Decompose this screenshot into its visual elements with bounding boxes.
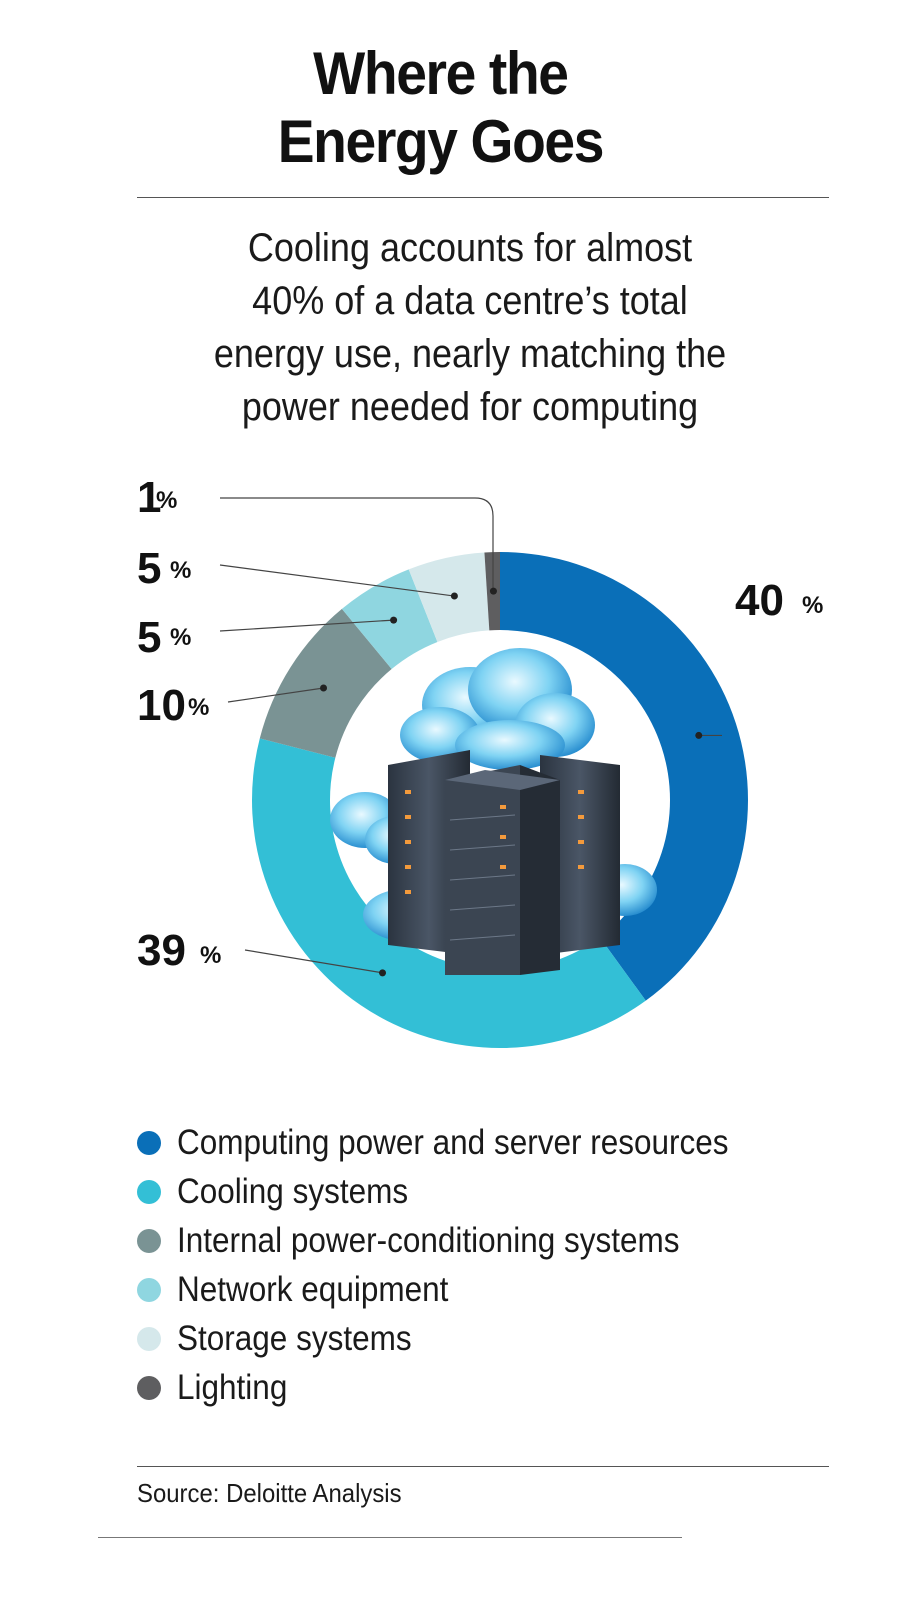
legend-item: Computing power and server resources [137, 1118, 790, 1167]
legend-item: Internal power-conditioning systems [137, 1216, 790, 1265]
value-unit: % [200, 942, 221, 969]
chart-title: Where the Energy Goes [36, 40, 846, 176]
subtitle-line-1: Cooling accounts for almost [247, 226, 693, 270]
value-label: 10 [137, 681, 186, 730]
value-unit: % [188, 694, 209, 721]
footer-divider [98, 1537, 682, 1538]
slice-callout-2: 39% [137, 926, 387, 977]
value-label: 5 [137, 544, 161, 593]
leader-dot [320, 684, 328, 692]
donut-slice-1 [500, 552, 748, 1001]
slice-callout-6: 1% [137, 473, 497, 595]
value-labels: 40 %39 %10 %5 %5 %1% [137, 473, 823, 977]
value-unit: % [170, 624, 191, 651]
legend-swatch [137, 1228, 161, 1253]
legend-label: Storage systems [177, 1318, 412, 1358]
server-racks-illustration [330, 648, 657, 975]
value-label: 5 [137, 613, 161, 662]
source-note: Source: Deloitte Analysis [137, 1478, 402, 1508]
legend-swatch [137, 1326, 161, 1351]
leader-line [244, 949, 383, 974]
legend-swatch [137, 1277, 161, 1302]
legend-item: Cooling systems [137, 1167, 790, 1216]
legend-label: Network equipment [177, 1269, 449, 1309]
slice-callout-4: 5% [137, 613, 398, 662]
legend-swatch [137, 1375, 161, 1400]
leader-line [220, 497, 494, 592]
leader-dot [390, 616, 398, 624]
leader-line [227, 687, 324, 703]
donut-slice-5 [408, 552, 490, 642]
value-label: 39 [137, 926, 186, 975]
slice-callout-1: 40% [695, 576, 823, 739]
server-rack-icon [388, 750, 620, 975]
leader-dot [379, 969, 387, 977]
top-divider [137, 197, 829, 198]
subtitle-line-3: energy use, nearly matching the [213, 332, 727, 376]
donut-slice-4 [341, 569, 438, 670]
legend-item: Storage systems [137, 1314, 790, 1363]
leader-line [219, 564, 455, 597]
leader-dot [489, 587, 497, 595]
slice-callout-5: 5% [137, 544, 458, 600]
legend-label: Computing power and server resources [177, 1122, 729, 1162]
chart-subtitle: Cooling accounts for almost 40% of a dat… [137, 222, 803, 434]
subtitle-line-2: 40% of a data centre’s total [252, 279, 688, 323]
value-unit: % [156, 487, 177, 514]
bottom-divider [137, 1466, 829, 1467]
leader-dot [695, 731, 703, 739]
legend-label: Cooling systems [177, 1171, 409, 1211]
donut-slice-3 [259, 608, 392, 758]
value-unit: % [802, 592, 823, 619]
leader-line [219, 619, 394, 632]
slice-callout-3: 10% [137, 681, 328, 730]
legend-label: Internal power-conditioning systems [177, 1220, 680, 1260]
legend-item: Lighting [137, 1363, 790, 1412]
legend-swatch [137, 1130, 161, 1155]
legend-item: Network equipment [137, 1265, 790, 1314]
legend-label: Lighting [177, 1367, 288, 1407]
value-label: 40 [735, 576, 784, 625]
subtitle-line-4: power needed for computing [241, 385, 699, 429]
legend-swatch [137, 1179, 161, 1204]
title-line-2: Energy Goes [277, 108, 605, 175]
title-line-1: Where the [313, 40, 569, 107]
chart-legend: Computing power and server resources Coo… [137, 1118, 790, 1412]
value-label: 1 [137, 473, 161, 522]
value-unit: % [170, 557, 191, 584]
leader-dot [450, 592, 458, 600]
